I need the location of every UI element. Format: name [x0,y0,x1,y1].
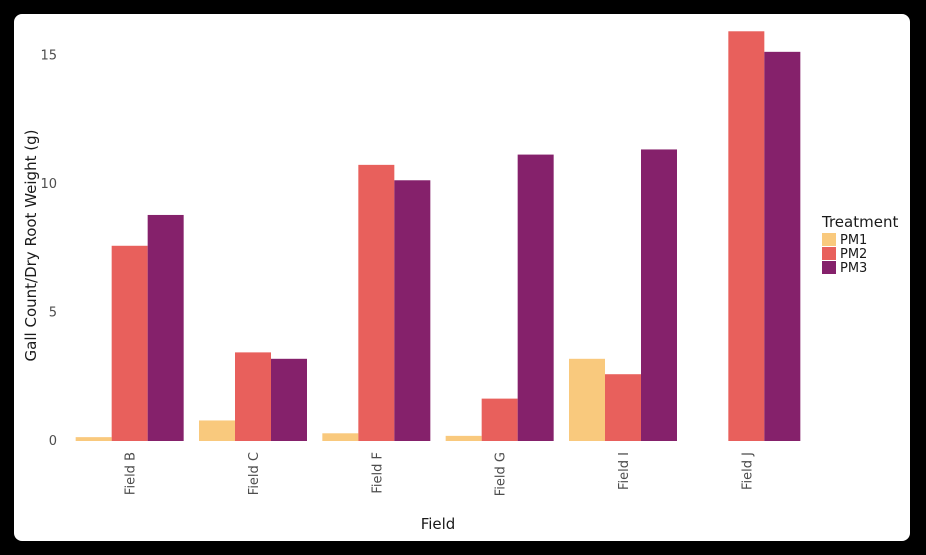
x-tick-label: Field I [617,452,632,490]
bar-pm1-field-g [445,435,482,441]
bar-pm2-field-g [481,398,518,441]
bar-pm3-field-g [517,154,554,441]
x-tick-label: Field G [494,452,509,496]
bar-pm1-field-f [322,433,359,441]
bar-pm2-field-f [358,164,395,441]
y-tick-labels: 0 5 10 15 [40,49,57,449]
bar-pm1-field-b [75,437,112,441]
y-tick-label: 15 [40,49,57,64]
legend-swatch-pm2 [822,247,836,260]
bar-pm2-field-b [111,245,148,441]
legend-swatch-pm3 [822,261,836,274]
x-tick-label: Field F [370,452,385,494]
legend-label-pm2: PM2 [840,247,867,262]
bar-pm2-field-c [235,352,271,441]
x-tick-label: Field J [740,452,755,490]
x-tick-label: Field C [247,452,262,495]
y-tick-label: 10 [40,177,57,192]
legend-title: Treatment [821,213,898,231]
bar-pm3-field-c [271,358,307,441]
x-tick-labels: Field B Field C Field F Field G Field I Field… [124,452,756,496]
y-axis-title: Gall Count/Dry Root Weight (g) [22,130,40,362]
bar-pm1-field-c [199,420,235,441]
bar-pm3-field-j [764,51,801,441]
x-axis-title: Field [421,515,456,533]
x-tick-label: Field B [124,452,139,495]
legend-swatch-pm1 [822,233,836,246]
bars [75,31,801,442]
bar-pm2-field-j [728,31,765,442]
bar-pm2-field-i [605,374,641,441]
y-tick-label: 5 [49,306,57,321]
legend-label-pm3: PM3 [840,261,867,276]
bar-pm3-field-i [641,149,677,441]
bar-pm1-field-i [569,358,605,441]
bar-pm3-field-b [147,214,184,441]
legend-label-pm1: PM1 [840,233,867,248]
y-tick-label: 0 [49,434,57,449]
bar-pm3-field-f [394,180,431,441]
